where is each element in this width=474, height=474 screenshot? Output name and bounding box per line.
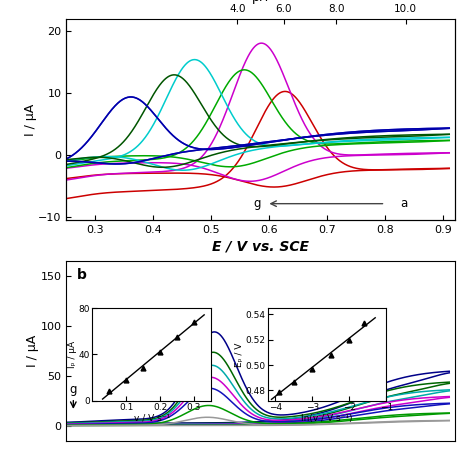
Text: g: g [70,383,77,396]
X-axis label: ln(v / V s⁻¹): ln(v / V s⁻¹) [301,414,353,423]
Y-axis label: Iₚ / μA: Iₚ / μA [68,341,77,368]
X-axis label: v / V s⁻¹: v / V s⁻¹ [134,414,170,423]
Y-axis label: I / μA: I / μA [26,335,39,367]
X-axis label: pH: pH [252,0,269,4]
X-axis label: E / V vs. SCE: E / V vs. SCE [212,239,309,254]
Text: a: a [400,197,407,210]
Text: g: g [253,197,261,210]
Text: b: b [77,268,87,282]
Y-axis label: Eₚ / V: Eₚ / V [235,342,244,366]
Y-axis label: I / μA: I / μA [24,103,36,136]
